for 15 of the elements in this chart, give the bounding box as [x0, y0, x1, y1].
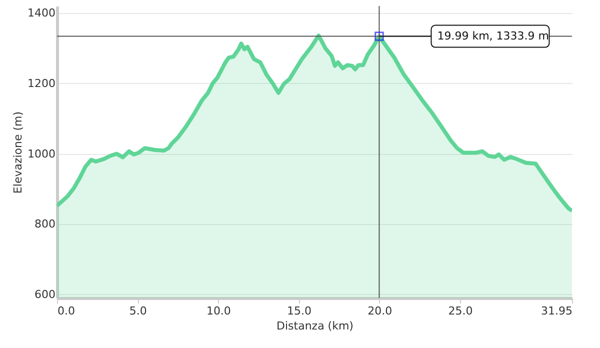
x-axis-title: Distanza (km): [276, 320, 354, 332]
y-tick-label: 600: [34, 288, 56, 301]
x-tick-label: 25.0: [448, 304, 473, 318]
annotation: 19.99 km, 1333.9 m: [437, 29, 549, 42]
y-tick-label: 1000: [28, 147, 56, 160]
x-tick-label: 15.0: [287, 304, 312, 318]
y-tick-label: 1400: [28, 6, 56, 20]
x-tick-label: 0.0: [58, 304, 75, 318]
y-axis-title: Elevazione (m): [12, 111, 25, 194]
y-tick-label: 1200: [28, 76, 56, 90]
x-tick-label: 31.95: [541, 304, 572, 318]
x-tick-label: 20.0: [368, 304, 392, 318]
y-tick-label: 800: [34, 218, 56, 231]
x-tick-label: 5.0: [129, 304, 147, 318]
x-tick-label: 10.0: [206, 304, 231, 318]
